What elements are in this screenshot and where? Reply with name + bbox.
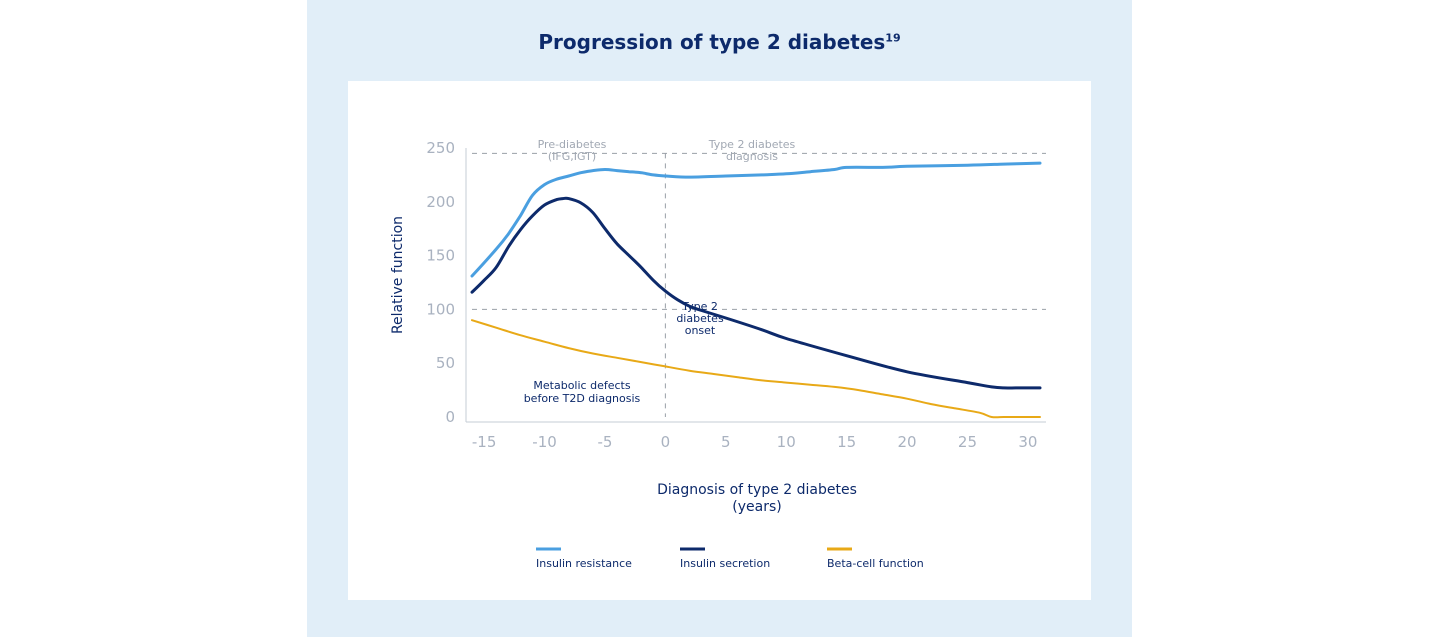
y-tick-label: 150 <box>426 247 455 265</box>
reference-lines <box>472 152 1046 417</box>
series-lines <box>470 161 1042 419</box>
annotation-prediabetes: Pre-diabetes <box>538 138 607 151</box>
x-tick-label: 15 <box>837 433 856 451</box>
legend: Insulin resistance Insulin secretion Beta-… <box>536 547 924 570</box>
x-tick-label: -5 <box>597 433 612 451</box>
chart-title: Progression of type 2 diabetes19 <box>538 30 901 54</box>
title-reference: 19 <box>885 31 901 45</box>
x-axis-label: Diagnosis of type 2 diabetes <box>657 482 857 498</box>
tick-labels: 0 50 100 150 200 250 -15 -10 -5 0 5 10 15 20 25 30 <box>426 139 1037 451</box>
annotation-metabolic: before T2D diagnosis <box>524 392 641 405</box>
annotation-t2d-diagnosis: Type 2 diabetes <box>708 138 796 151</box>
x-tick-label: 0 <box>661 433 671 451</box>
y-axis-label: Relative function <box>390 216 406 334</box>
x-tick-label: -15 <box>472 433 497 451</box>
insulin-secretion-line <box>470 196 1042 390</box>
chart-card <box>348 81 1091 600</box>
y-tick-label: 50 <box>436 354 455 372</box>
axes <box>465 148 1046 423</box>
legend-label-insulin-resistance: Insulin resistance <box>536 557 632 570</box>
x-tick-label: 20 <box>897 433 916 451</box>
x-tick-label: 25 <box>958 433 977 451</box>
annotation-t2d-onset: Type 2 <box>681 300 718 313</box>
x-tick-label: 5 <box>721 433 731 451</box>
y-tick-label: 250 <box>426 139 455 157</box>
annotation-metabolic: Metabolic defects <box>533 379 630 392</box>
annotations: Pre-diabetes(IFG,IGT)Type 2 diabetesdiag… <box>524 138 796 405</box>
y-tick-label: 0 <box>445 408 455 426</box>
annotation-prediabetes: (IFG,IGT) <box>548 150 596 163</box>
x-tick-label: 30 <box>1018 433 1037 451</box>
x-axis-unit: (years) <box>732 499 781 515</box>
beta-cell-function-line <box>471 319 1041 419</box>
axis-labels: Diagnosis of type 2 diabetes (years) Rel… <box>390 216 857 515</box>
insulin-resistance-line <box>470 161 1042 278</box>
y-tick-label: 200 <box>426 193 455 211</box>
legend-label-beta-cell-function: Beta-cell function <box>827 557 924 570</box>
legend-label-insulin-secretion: Insulin secretion <box>680 557 770 570</box>
annotation-t2d-onset: onset <box>685 324 716 337</box>
annotation-t2d-onset: diabetes <box>676 312 724 325</box>
y-tick-label: 100 <box>426 300 455 318</box>
annotation-t2d-diagnosis: diagnosis <box>726 150 778 163</box>
x-tick-label: 10 <box>777 433 796 451</box>
x-tick-label: -10 <box>532 433 557 451</box>
